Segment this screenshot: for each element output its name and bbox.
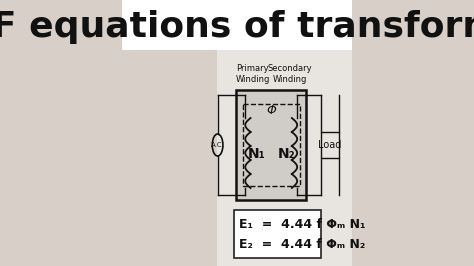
Text: Secondary
Winding: Secondary Winding xyxy=(267,64,312,84)
Text: E₁  =  4.44 f Φₘ N₁: E₁ = 4.44 f Φₘ N₁ xyxy=(239,218,366,231)
Bar xyxy=(122,0,352,50)
Text: A.C.: A.C. xyxy=(210,142,225,148)
Text: Φ: Φ xyxy=(266,105,276,118)
Text: N₂: N₂ xyxy=(278,147,295,161)
Text: N₁: N₁ xyxy=(247,147,265,161)
Text: Primary
Winding: Primary Winding xyxy=(236,64,270,84)
Text: E₂  =  4.44 f Φₘ N₂: E₂ = 4.44 f Φₘ N₂ xyxy=(239,238,365,251)
Text: Load: Load xyxy=(319,140,342,150)
Bar xyxy=(321,132,339,158)
Bar xyxy=(236,90,306,200)
Bar xyxy=(234,210,321,258)
Bar xyxy=(243,104,300,186)
Text: EMF equations of transformer: EMF equations of transformer xyxy=(0,10,474,44)
Bar xyxy=(217,50,352,266)
